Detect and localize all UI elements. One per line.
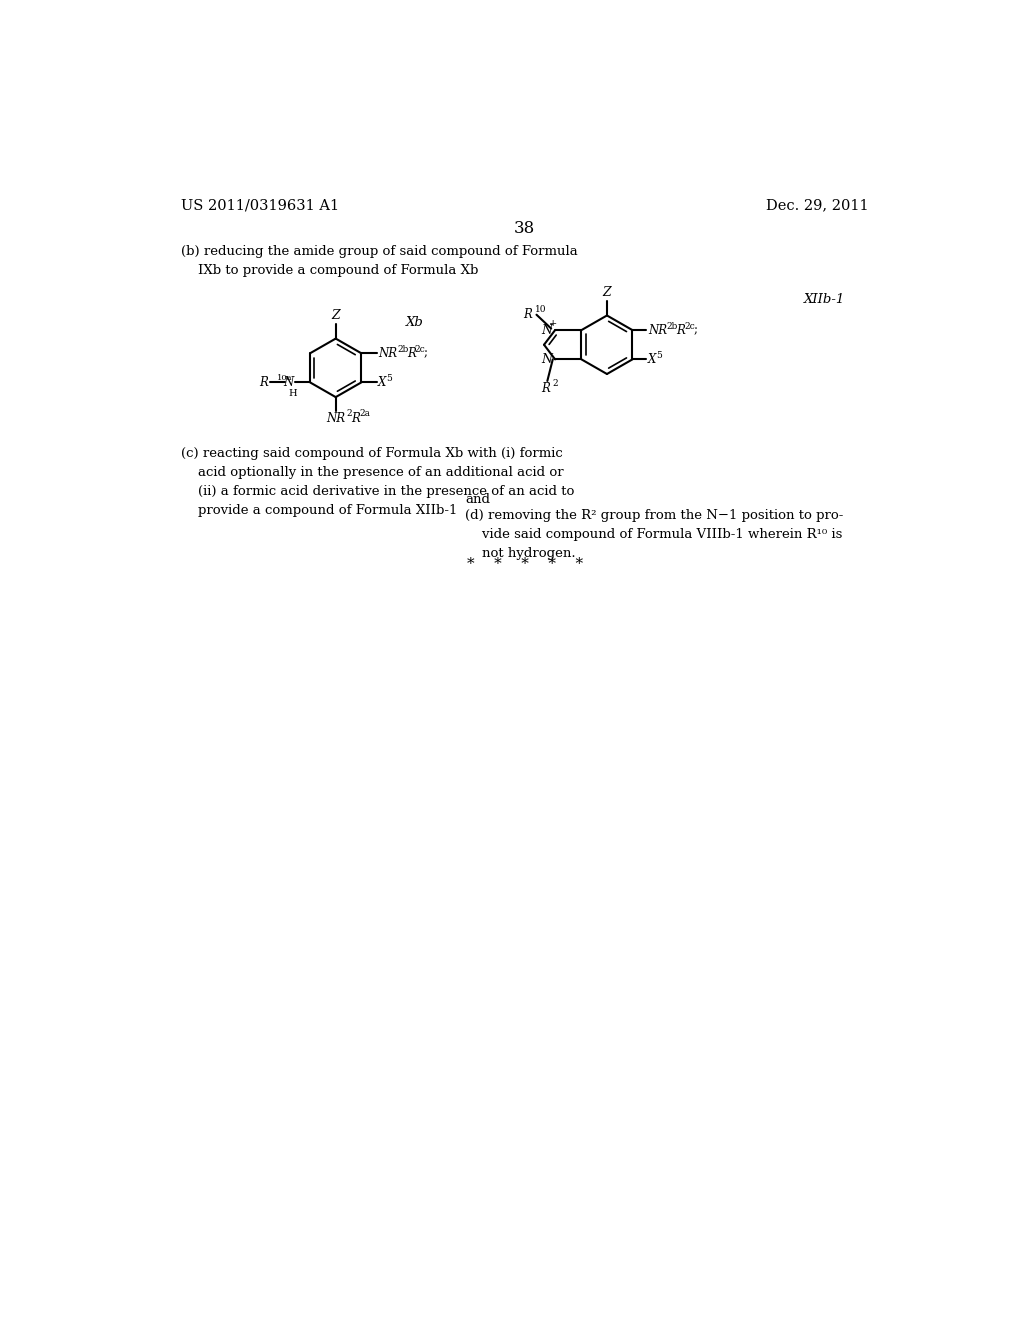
Text: 2: 2 — [553, 379, 558, 388]
Text: 2b: 2b — [667, 322, 678, 331]
Text: R: R — [677, 323, 685, 337]
Text: R: R — [259, 376, 268, 389]
Text: 38: 38 — [514, 220, 536, 238]
Text: NR: NR — [378, 347, 397, 360]
Text: (c) reacting said compound of Formula Xb with (i) formic
    acid optionally in : (c) reacting said compound of Formula Xb… — [180, 447, 574, 517]
Text: R: R — [407, 347, 416, 360]
Text: R: R — [351, 412, 360, 425]
Text: 2b: 2b — [397, 345, 409, 354]
Text: 10a: 10a — [276, 374, 293, 381]
Text: 10: 10 — [535, 305, 547, 314]
Text: H: H — [289, 389, 297, 399]
Text: +: + — [550, 318, 558, 327]
Text: (d) removing the R² group from the N−1 position to pro-
    vide said compound o: (d) removing the R² group from the N−1 p… — [465, 508, 844, 560]
Text: X: X — [378, 376, 387, 389]
Text: Xb: Xb — [406, 317, 423, 329]
Text: R: R — [542, 383, 550, 396]
Text: N: N — [283, 376, 293, 389]
Text: N: N — [541, 352, 552, 366]
Text: 2c: 2c — [415, 345, 425, 354]
Text: and: and — [465, 494, 490, 507]
Text: Z: Z — [603, 286, 611, 300]
Text: 2c: 2c — [684, 322, 695, 331]
Text: Dec. 29, 2011: Dec. 29, 2011 — [766, 198, 869, 213]
Text: NR: NR — [648, 323, 667, 337]
Text: NR: NR — [326, 412, 345, 425]
Text: 2: 2 — [346, 409, 352, 417]
Text: (b) reducing the amide group of said compound of Formula
    IXb to provide a co: (b) reducing the amide group of said com… — [180, 246, 578, 277]
Text: ;: ; — [424, 347, 428, 360]
Text: X: X — [648, 352, 656, 366]
Text: 2a: 2a — [359, 409, 370, 417]
Text: XIIb-1: XIIb-1 — [804, 293, 845, 306]
Text: Z: Z — [332, 309, 340, 322]
Text: 5: 5 — [386, 374, 392, 383]
Text: US 2011/0319631 A1: US 2011/0319631 A1 — [180, 198, 339, 213]
Text: *    *    *    *    *: * * * * * — [467, 557, 583, 572]
Text: 5: 5 — [655, 351, 662, 360]
Text: ;: ; — [693, 323, 697, 337]
Text: N: N — [541, 323, 552, 337]
Text: R: R — [523, 308, 531, 321]
